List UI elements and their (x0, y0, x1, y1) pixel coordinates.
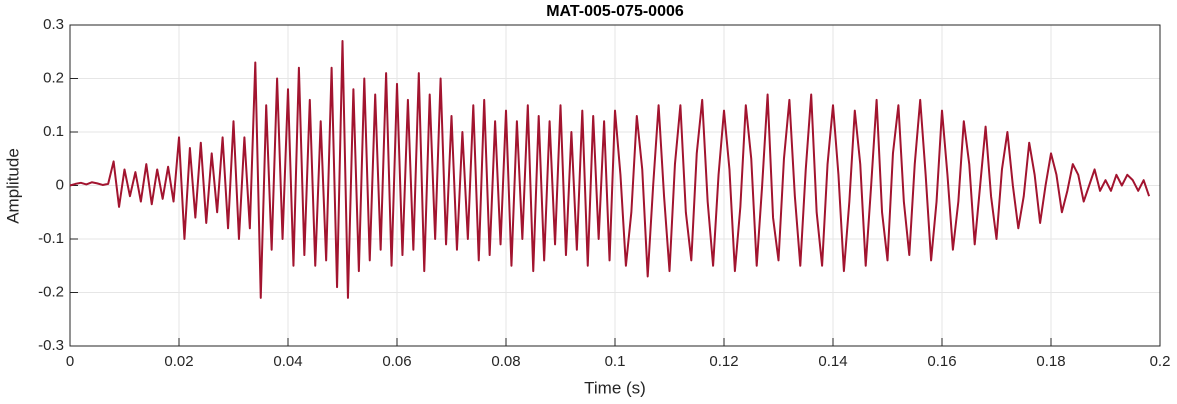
x-tick-label: 0.04 (273, 353, 302, 370)
x-tick-label: 0.06 (382, 353, 411, 370)
x-tick-label: 0 (66, 353, 74, 370)
chart-title: MAT-005-075-0006 (546, 3, 684, 20)
x-tick-label: 0.16 (927, 353, 956, 370)
x-tick-label: 0.14 (818, 353, 847, 370)
x-tick-label: 0.12 (709, 353, 738, 370)
x-tick-label: 0.18 (1036, 353, 1065, 370)
x-tick-label: 0.02 (164, 353, 193, 370)
y-tick-label: 0.1 (43, 123, 64, 140)
y-tick-label: 0.2 (43, 69, 64, 86)
y-tick-label: -0.2 (38, 283, 64, 300)
y-tick-label: 0 (56, 176, 64, 193)
x-tick-label: 0.08 (491, 353, 520, 370)
x-tick-label: 0.1 (605, 353, 626, 370)
waveform-line (69, 40, 1151, 299)
x-tick-label: 0.2 (1150, 353, 1171, 370)
y-tick-label: 0.3 (43, 16, 64, 33)
y-tick-label: -0.1 (38, 230, 64, 247)
y-tick-label: -0.3 (38, 337, 64, 354)
x-axis-label: Time (s) (584, 378, 646, 397)
y-axis-label: Amplitude (3, 148, 22, 224)
